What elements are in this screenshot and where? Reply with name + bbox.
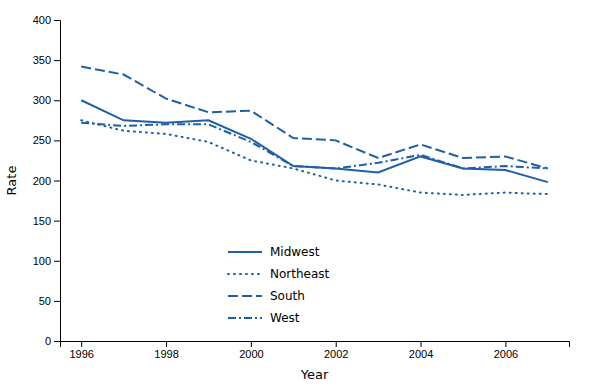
y-tick: 300	[33, 94, 60, 106]
y-tick: 200	[33, 175, 60, 187]
legend-swatch	[228, 295, 262, 297]
x-tick: 2002	[324, 341, 348, 360]
legend-entry: West	[228, 311, 300, 325]
y-tick: 400	[33, 14, 60, 26]
x-tick-mark	[166, 341, 167, 347]
y-tick-label: 250	[33, 134, 51, 146]
y-axis-line	[54, 21, 61, 342]
y-tick-mark	[54, 261, 60, 262]
y-axis: 0 50 100 150 200 250 300 350 400	[33, 14, 61, 347]
x-axis-line	[61, 342, 570, 348]
legend-entry: Midwest	[228, 245, 320, 259]
y-tick-label: 400	[33, 14, 51, 26]
chart: 1996 1998 2000 2002 2004 2006 0 50 100 150 200 250 3…	[0, 0, 589, 389]
x-tick: 2006	[494, 341, 518, 360]
legend-entry: Northeast	[228, 267, 330, 281]
x-tick-label: 2004	[409, 348, 433, 360]
y-tick: 150	[33, 215, 60, 227]
x-tick-label: 2000	[239, 348, 263, 360]
y-tick: 100	[33, 255, 60, 267]
y-tick-label: 0	[45, 335, 51, 347]
x-tick-label: 1996	[69, 348, 93, 360]
x-tick-mark	[505, 341, 506, 347]
y-tick-label: 150	[33, 215, 51, 227]
y-tick-label: 100	[33, 255, 51, 267]
x-tick: 1996	[69, 341, 93, 360]
legend-label: Midwest	[270, 245, 320, 259]
y-axis-title: Rate	[4, 166, 19, 196]
y-tick-label: 200	[33, 175, 51, 187]
y-tick-label: 350	[33, 54, 51, 66]
y-tick-mark	[54, 301, 60, 302]
y-tick: 350	[33, 54, 60, 66]
y-tick-mark	[54, 140, 60, 141]
plot: 1996 1998 2000 2002 2004 2006 0 50 100 150 200 250 3…	[33, 14, 570, 360]
y-tick-mark	[54, 20, 60, 21]
legend-swatch	[228, 273, 262, 275]
series-line	[81, 67, 548, 169]
lines	[81, 67, 548, 195]
y-tick-mark	[54, 221, 60, 222]
y-tick: 250	[33, 134, 60, 146]
x-axis: 1996 1998 2000 2002 2004 2006	[61, 341, 570, 360]
y-tick-mark	[54, 100, 60, 101]
legend-swatch	[228, 251, 262, 253]
legend-label: West	[270, 311, 300, 325]
legend-label: Northeast	[270, 267, 330, 281]
y-tick-mark	[54, 60, 60, 61]
x-tick-label: 2006	[494, 348, 518, 360]
y-tick: 0	[45, 335, 60, 347]
y-tick-label: 50	[39, 295, 51, 307]
y-tick-label: 300	[33, 94, 51, 106]
x-axis-title: Year	[300, 367, 329, 382]
x-tick-mark	[421, 341, 422, 347]
x-tick-mark	[81, 341, 82, 347]
x-tick: 1998	[154, 341, 178, 360]
legend-label: South	[270, 289, 305, 303]
x-tick-label: 2002	[324, 348, 348, 360]
y-tick-mark	[54, 341, 60, 342]
series-line	[81, 123, 548, 169]
x-tick: 2000	[239, 341, 263, 360]
legend-swatch	[228, 317, 262, 319]
y-tick-mark	[54, 181, 60, 182]
x-tick: 2004	[409, 341, 433, 360]
x-tick-mark	[336, 341, 337, 347]
x-tick-label: 1998	[154, 348, 178, 360]
legend-entry: South	[228, 289, 305, 303]
series-line	[81, 100, 548, 182]
legend: Midwest Northeast South West	[228, 245, 330, 325]
y-tick: 50	[39, 295, 60, 307]
x-tick-mark	[251, 341, 252, 347]
